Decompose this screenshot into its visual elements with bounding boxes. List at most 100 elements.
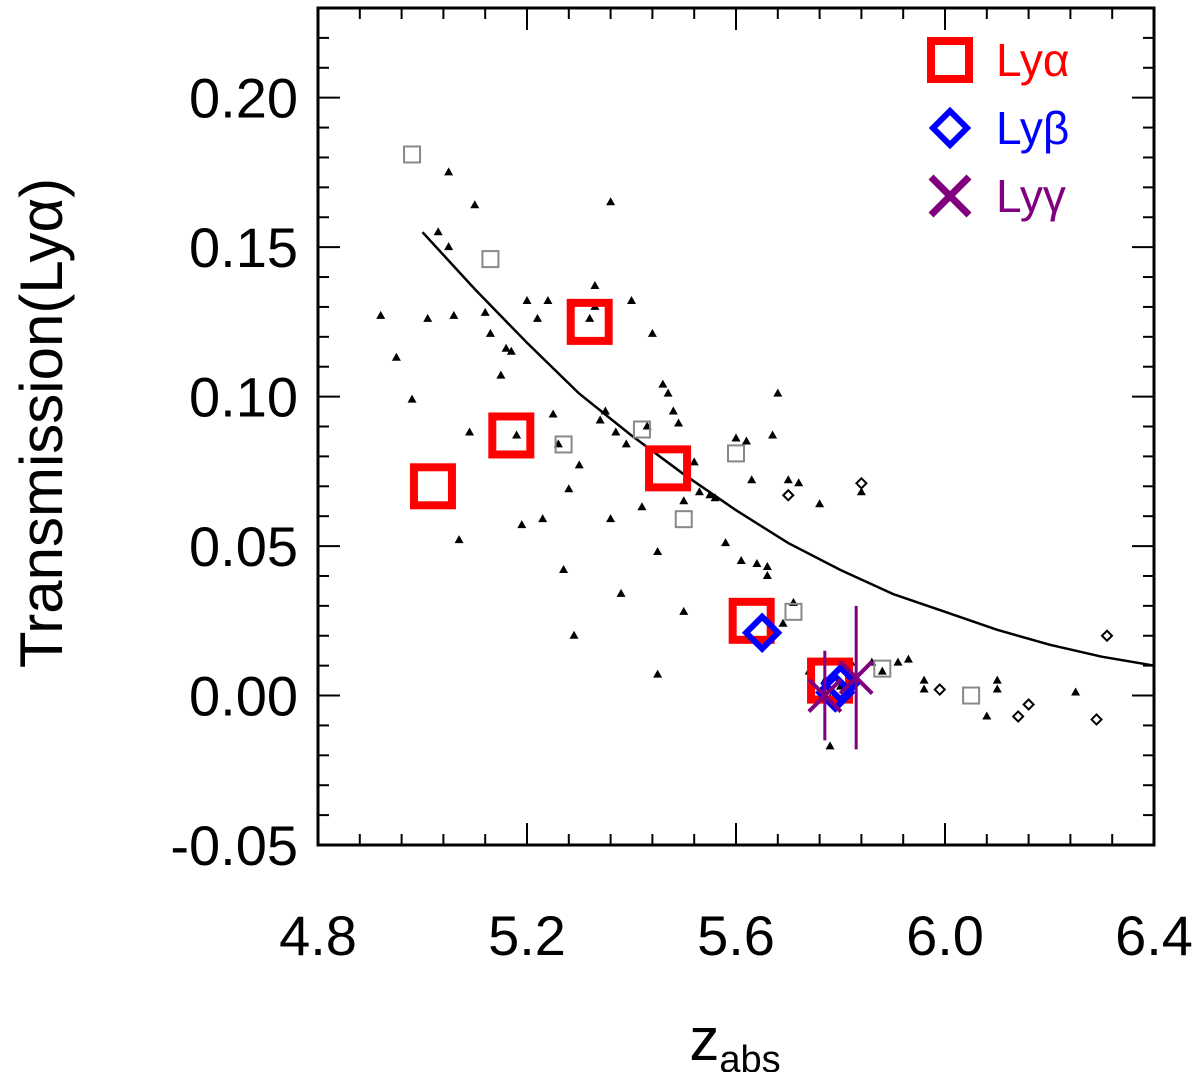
triangle-point — [762, 570, 772, 579]
triangle-point — [496, 370, 506, 379]
triangle-point — [658, 379, 668, 388]
open-diamond-point — [1090, 713, 1103, 726]
gray-square-point — [403, 145, 422, 164]
triangle-point — [992, 684, 1002, 693]
triangle-point — [485, 328, 495, 337]
triangle-point — [893, 657, 903, 666]
gray-square-point — [632, 420, 651, 439]
open-diamond-point — [854, 476, 868, 490]
axis-ticks — [317, 7, 1155, 846]
triangle-point — [600, 406, 610, 415]
triangle-point — [506, 346, 516, 355]
triangle-point — [679, 496, 689, 505]
legend-x-marker — [928, 174, 972, 218]
triangle-point — [992, 675, 1002, 684]
y-tick-label: 0.15 — [189, 216, 298, 279]
triangle-point — [663, 388, 673, 397]
legend-label: Lyα — [996, 34, 1069, 86]
triangle-point — [548, 409, 558, 418]
x-tick-label: 5.2 — [488, 904, 566, 967]
y-axis-title: Transmission(Lyα) — [8, 178, 75, 668]
triangle-point — [877, 666, 887, 675]
open-diamond-point — [1100, 629, 1114, 643]
triangle-point — [710, 493, 720, 502]
triangle-point — [856, 487, 866, 496]
triangle-point — [679, 606, 689, 615]
triangle-point — [512, 430, 522, 439]
gray-square-point — [784, 602, 803, 621]
x-axis-title-main: z — [689, 1006, 719, 1072]
triangle-point — [606, 514, 616, 523]
triangle-point — [736, 556, 746, 565]
triangle-point — [538, 514, 548, 523]
triangle-point — [668, 406, 678, 415]
triangle-point — [903, 654, 913, 663]
x-axis-title-sub: abs — [719, 1039, 780, 1072]
triangle-point — [694, 487, 704, 496]
x-tick-label: 6.4 — [1115, 904, 1193, 967]
triangle-point — [517, 520, 527, 529]
triangle-point — [689, 457, 699, 466]
lya-square-point — [645, 445, 692, 492]
triangle-point — [705, 490, 715, 499]
triangle-point — [653, 669, 663, 678]
x-tick-label: 4.8 — [279, 904, 357, 967]
triangle-point — [465, 427, 475, 436]
triangle-point — [731, 433, 741, 442]
open-diamond-point — [933, 683, 947, 696]
lyb-diamond-point — [741, 612, 783, 654]
lyg-x-point — [807, 678, 843, 713]
data-points-layer — [376, 145, 1114, 750]
triangle-point — [653, 547, 663, 556]
triangle-point — [391, 352, 401, 361]
legend: Lyα Lyβ Lyγ — [927, 34, 1069, 222]
triangle-point — [433, 227, 443, 236]
triangle-point — [747, 475, 757, 484]
model-curve — [421, 231, 1155, 667]
triangle-point — [574, 460, 584, 469]
gray-square-point — [727, 444, 745, 463]
triangle-point — [522, 295, 532, 304]
triangle-point — [444, 167, 454, 176]
triangle-point — [773, 388, 783, 397]
y-tick-label: 0.10 — [189, 366, 298, 429]
lyb-diamond-point — [820, 663, 861, 704]
triangle-point — [752, 559, 762, 568]
y-tick-label: -0.05 — [170, 814, 298, 877]
triangle-point — [919, 684, 929, 693]
legend-diamond-marker — [928, 106, 972, 150]
triangle-point — [569, 630, 579, 639]
x-tick-label: 5.6 — [697, 904, 775, 967]
lya-square-point — [488, 412, 535, 459]
triangle-point — [778, 618, 788, 627]
model-curve-layer — [421, 231, 1155, 667]
triangle-point — [637, 502, 647, 511]
triangle-point — [825, 741, 835, 750]
triangle-point — [815, 499, 825, 508]
legend-label: Lyγ — [996, 170, 1066, 222]
triangle-point — [595, 415, 605, 424]
legend-label: Lyβ — [996, 102, 1069, 154]
triangle-point — [590, 281, 600, 290]
y-tick-labels: -0.05 0.00 0.05 0.10 0.15 0.20 — [170, 67, 298, 877]
triangle-point — [762, 561, 772, 570]
lyg-x-point — [838, 660, 874, 696]
gray-square-point — [554, 435, 573, 454]
triangle-point — [376, 310, 386, 319]
triangle-point — [559, 564, 569, 573]
triangle-point — [919, 675, 929, 684]
gray-square-point — [481, 250, 500, 269]
plot-frame — [316, 6, 1156, 847]
triangle-point — [444, 242, 454, 251]
triangle-point — [606, 197, 616, 206]
triangle-point — [794, 478, 804, 487]
triangle-point — [741, 436, 751, 445]
open-diamond-point — [1022, 698, 1036, 711]
triangle-point — [768, 430, 778, 439]
triangle-point — [480, 307, 490, 316]
triangle-point — [543, 295, 553, 304]
gray-square-point — [962, 686, 981, 705]
y-tick-label: 0.20 — [189, 67, 298, 130]
triangle-point — [783, 475, 793, 484]
triangle-point — [501, 343, 511, 352]
